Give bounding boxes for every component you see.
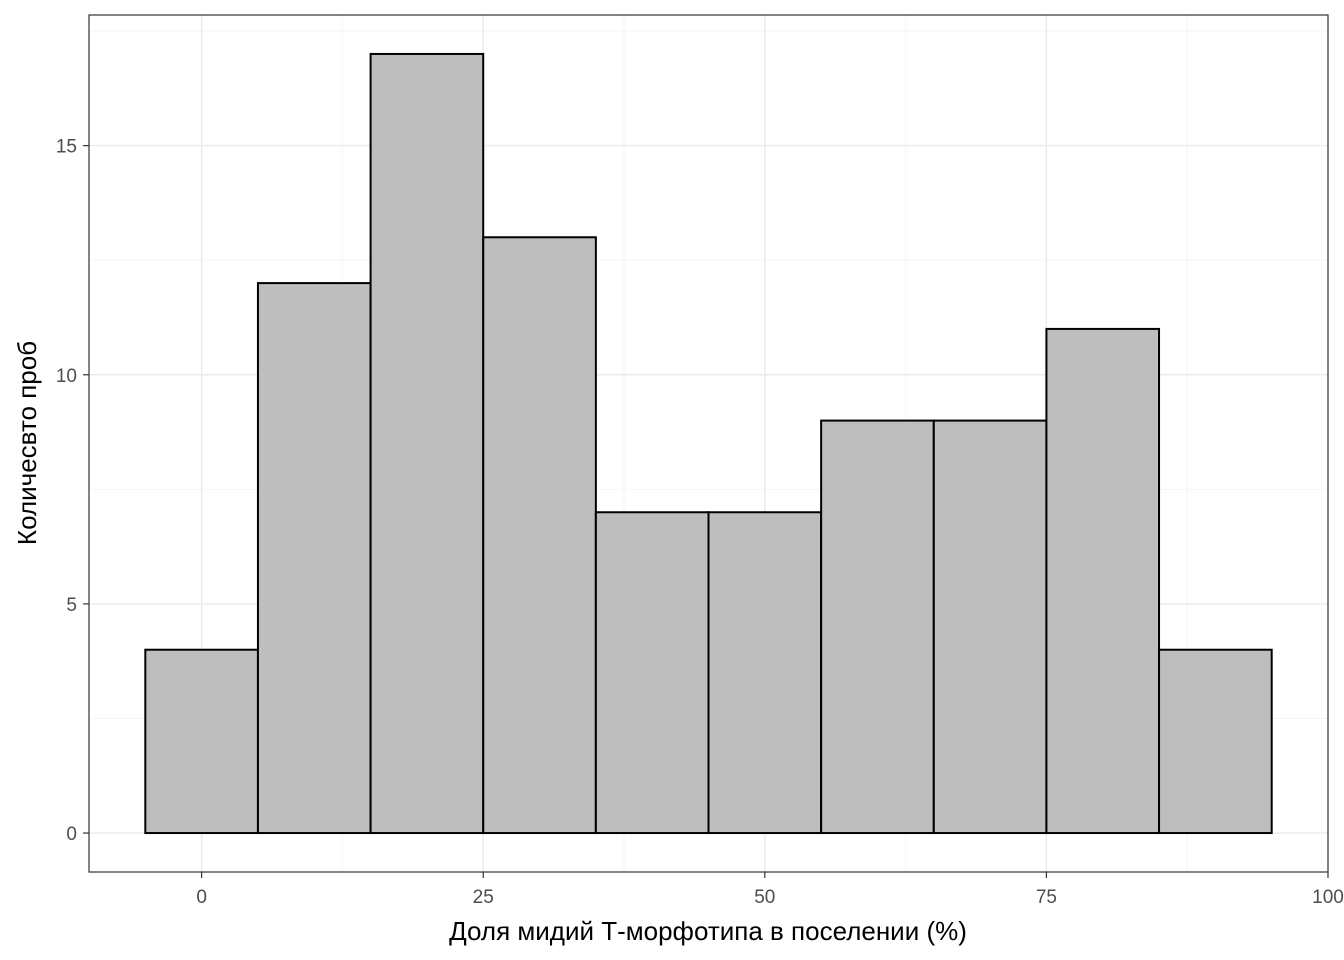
histogram-bar-1: [144, 648, 259, 835]
x-axis-ticks: 0 25 50 75 100: [196, 872, 1344, 908]
y-tick-label: 10: [56, 366, 77, 387]
x-tick-label: 75: [1036, 887, 1057, 908]
histogram-bar-8: [932, 419, 1048, 835]
panel-border: [88, 14, 1329, 873]
y-tick-label: 5: [66, 595, 77, 616]
y-axis-title: Количесвто проб: [12, 341, 42, 545]
histogram-bar-6: [707, 511, 823, 835]
y-axis-ticks: 0 5 10 15: [56, 137, 89, 845]
x-axis-title: Доля мидий Т-морфотипа в поселении (%): [449, 916, 967, 946]
histogram-bar-10: [1158, 648, 1273, 835]
histogram-bars: [144, 52, 1273, 835]
x-tick-label: 25: [473, 887, 494, 908]
x-tick-label: 100: [1312, 887, 1344, 908]
histogram-bar-7: [820, 419, 935, 835]
x-tick-label: 0: [196, 887, 207, 908]
histogram-bar-9: [1045, 327, 1161, 835]
y-tick-label: 15: [56, 137, 77, 158]
histogram-bar-2: [256, 282, 372, 835]
histogram-bar-5: [594, 511, 710, 835]
y-tick-label: 0: [66, 824, 77, 845]
x-tick-label: 50: [754, 887, 775, 908]
histogram-bar-3: [369, 52, 485, 835]
histogram-bar-4: [482, 236, 597, 835]
